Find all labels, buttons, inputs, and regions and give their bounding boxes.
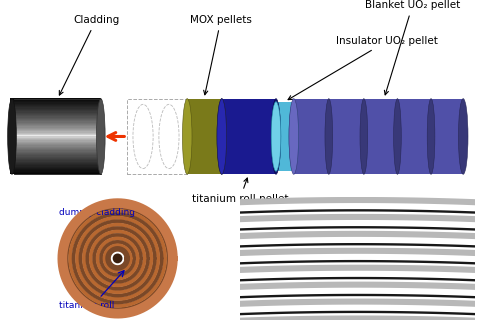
Bar — [10, 159, 101, 161]
Bar — [10, 106, 101, 108]
Bar — [10, 139, 101, 140]
Bar — [10, 163, 101, 164]
Bar — [10, 144, 101, 145]
Bar — [10, 121, 101, 123]
Bar — [10, 158, 101, 159]
Bar — [10, 102, 101, 104]
Bar — [10, 132, 101, 134]
Bar — [10, 103, 101, 105]
Ellipse shape — [271, 99, 281, 174]
Bar — [10, 129, 101, 130]
Bar — [10, 172, 101, 173]
Bar — [10, 117, 101, 119]
Bar — [10, 173, 101, 174]
Text: Blanket UO₂ pellet: Blanket UO₂ pellet — [365, 1, 460, 95]
Bar — [10, 165, 101, 167]
Bar — [10, 145, 101, 147]
Bar — [10, 124, 101, 125]
Ellipse shape — [217, 99, 227, 174]
Bar — [10, 160, 101, 162]
Ellipse shape — [133, 104, 153, 169]
Bar — [10, 151, 101, 153]
Bar — [10, 128, 101, 129]
Bar — [10, 148, 101, 149]
Bar — [10, 162, 101, 163]
Bar — [10, 154, 101, 155]
Ellipse shape — [458, 99, 468, 174]
Bar — [10, 135, 101, 137]
Bar — [10, 99, 101, 100]
Bar — [10, 107, 101, 109]
Bar — [10, 114, 101, 115]
Bar — [10, 116, 101, 118]
Bar — [10, 153, 101, 154]
Bar — [10, 122, 101, 124]
Bar — [10, 110, 101, 111]
Bar — [10, 105, 101, 106]
FancyBboxPatch shape — [127, 99, 187, 174]
Bar — [10, 115, 101, 116]
Text: Cladding: Cladding — [60, 15, 119, 95]
Bar — [276, 102, 294, 171]
Bar — [10, 149, 101, 150]
Bar — [10, 166, 101, 168]
Ellipse shape — [159, 104, 179, 169]
Bar — [10, 168, 101, 169]
Circle shape — [113, 254, 122, 263]
Bar — [10, 101, 101, 102]
Ellipse shape — [427, 99, 435, 174]
Text: Insulator UO₂ pellet: Insulator UO₂ pellet — [288, 36, 438, 100]
Bar — [10, 146, 101, 148]
Bar — [10, 111, 101, 112]
Bar — [10, 155, 101, 157]
Bar — [10, 109, 101, 110]
Bar — [10, 141, 101, 143]
Bar — [10, 140, 101, 141]
Text: titanium roll: titanium roll — [60, 301, 115, 310]
Bar — [10, 112, 101, 114]
Bar — [10, 138, 101, 139]
Bar — [10, 100, 101, 101]
Bar — [10, 134, 101, 135]
Ellipse shape — [394, 99, 401, 174]
Ellipse shape — [8, 99, 16, 174]
Bar — [187, 99, 222, 174]
Ellipse shape — [289, 99, 299, 174]
Ellipse shape — [271, 102, 281, 171]
Bar — [10, 120, 101, 121]
Text: MOX pellets: MOX pellets — [190, 15, 252, 95]
Bar — [10, 125, 101, 126]
Ellipse shape — [360, 99, 368, 174]
Text: titanium roll pellet: titanium roll pellet — [192, 178, 288, 203]
Bar — [10, 130, 101, 131]
Bar — [10, 131, 101, 133]
Ellipse shape — [96, 99, 105, 174]
Bar — [10, 126, 101, 128]
Bar — [10, 136, 101, 138]
Bar — [10, 150, 101, 151]
Ellipse shape — [182, 99, 192, 174]
Bar — [10, 156, 101, 158]
Bar — [10, 169, 101, 171]
Bar — [222, 99, 276, 174]
Bar — [10, 142, 101, 144]
Ellipse shape — [325, 99, 333, 174]
Ellipse shape — [217, 99, 227, 174]
Bar — [10, 170, 101, 172]
Bar — [10, 119, 101, 120]
Bar — [10, 164, 101, 165]
Ellipse shape — [289, 102, 299, 171]
Text: dummy cladding: dummy cladding — [60, 208, 135, 217]
Bar — [294, 99, 463, 174]
